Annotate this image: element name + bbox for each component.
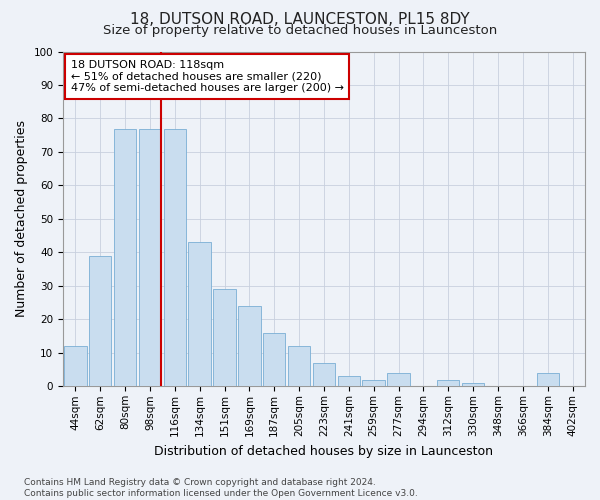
Bar	[263, 333, 286, 386]
Bar	[462, 383, 484, 386]
Bar	[313, 363, 335, 386]
Bar	[114, 128, 136, 386]
Bar	[139, 128, 161, 386]
Bar	[214, 290, 236, 386]
Bar	[64, 346, 86, 387]
Bar	[536, 373, 559, 386]
Bar	[188, 242, 211, 386]
Bar	[238, 306, 260, 386]
Bar	[89, 256, 112, 386]
Text: Contains HM Land Registry data © Crown copyright and database right 2024.
Contai: Contains HM Land Registry data © Crown c…	[24, 478, 418, 498]
Text: 18, DUTSON ROAD, LAUNCESTON, PL15 8DY: 18, DUTSON ROAD, LAUNCESTON, PL15 8DY	[130, 12, 470, 28]
Bar	[288, 346, 310, 387]
Bar	[388, 373, 410, 386]
Text: 18 DUTSON ROAD: 118sqm
← 51% of detached houses are smaller (220)
47% of semi-de: 18 DUTSON ROAD: 118sqm ← 51% of detached…	[71, 60, 344, 93]
Bar	[437, 380, 460, 386]
Bar	[164, 128, 186, 386]
Text: Size of property relative to detached houses in Launceston: Size of property relative to detached ho…	[103, 24, 497, 37]
X-axis label: Distribution of detached houses by size in Launceston: Distribution of detached houses by size …	[154, 444, 493, 458]
Y-axis label: Number of detached properties: Number of detached properties	[15, 120, 28, 318]
Bar	[362, 380, 385, 386]
Bar	[338, 376, 360, 386]
